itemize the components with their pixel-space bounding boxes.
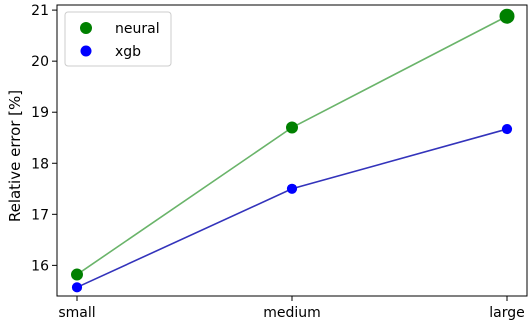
- y-tick-label: 21: [31, 3, 49, 19]
- x-tick-label: small: [58, 305, 95, 321]
- x-tick-label: large: [489, 305, 524, 321]
- legend: neural xgb: [64, 11, 172, 67]
- series-markers: [71, 8, 515, 293]
- legend-marker-neural: [80, 22, 92, 34]
- y-tick-label: 18: [31, 156, 49, 172]
- data-point-xgb: [286, 183, 298, 194]
- series-line-xgb: [76, 128, 508, 289]
- data-point-xgb: [501, 123, 513, 135]
- y-axis-label: Relative error [%]: [6, 90, 24, 222]
- data-point-neural: [71, 268, 83, 281]
- legend-label-neural: neural: [115, 21, 160, 37]
- legend-box: [64, 11, 172, 67]
- x-axis-ticks: small medium large: [58, 296, 525, 321]
- y-tick-label: 20: [31, 54, 49, 70]
- legend-label-xgb: xgb: [115, 44, 141, 60]
- data-point-neural: [499, 8, 515, 24]
- x-tick-label: medium: [263, 305, 321, 321]
- y-tick-label: 17: [31, 207, 49, 223]
- y-axis-ticks: 16 17 18 19 20 21: [31, 3, 57, 274]
- data-point-xgb: [71, 282, 83, 293]
- y-tick-label: 16: [31, 258, 49, 274]
- y-axis-label-group: Relative error [%]: [6, 90, 24, 222]
- y-tick-label: 19: [31, 105, 49, 121]
- data-point-neural: [286, 121, 298, 134]
- plot-frame: [56, 4, 528, 297]
- legend-marker-xgb: [80, 45, 92, 57]
